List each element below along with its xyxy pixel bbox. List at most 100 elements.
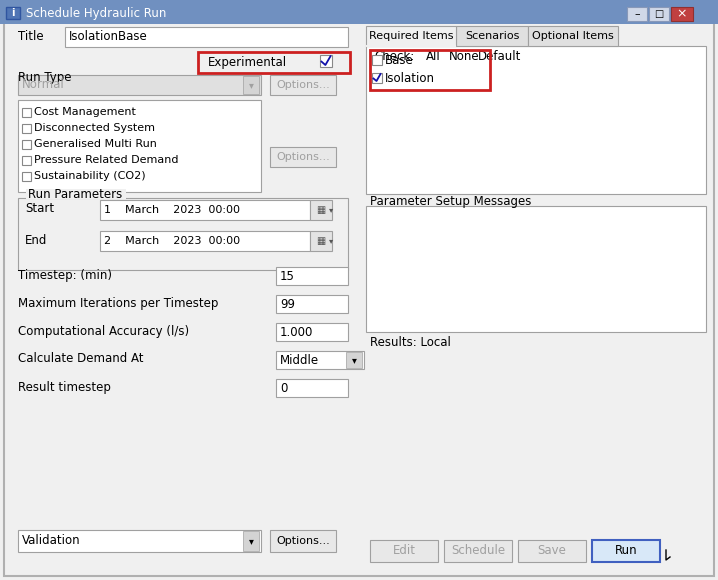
Text: Disconnected System: Disconnected System <box>34 123 155 133</box>
Text: IsolationBase: IsolationBase <box>69 31 148 44</box>
Text: Normal: Normal <box>22 78 65 92</box>
Bar <box>100 231 310 251</box>
Bar <box>22 124 31 132</box>
Bar <box>372 73 382 83</box>
Bar <box>366 46 706 194</box>
Text: Required Items: Required Items <box>369 31 453 41</box>
Bar <box>366 206 706 332</box>
Text: Experimental: Experimental <box>208 56 287 69</box>
Text: Schedule: Schedule <box>451 545 505 557</box>
Bar <box>456 26 528 46</box>
Bar <box>0 0 718 24</box>
Bar <box>320 55 332 67</box>
Bar <box>270 147 336 167</box>
Bar <box>243 531 259 551</box>
Bar <box>372 55 382 65</box>
Bar <box>65 27 348 47</box>
Text: 15: 15 <box>280 270 295 282</box>
Text: Isolation: Isolation <box>385 71 435 85</box>
Text: 2    March    2023  00:00: 2 March 2023 00:00 <box>104 236 240 246</box>
Bar <box>18 75 261 95</box>
Text: ▾: ▾ <box>248 536 253 546</box>
Text: Edit: Edit <box>393 545 416 557</box>
Text: Validation: Validation <box>22 535 80 548</box>
Bar <box>444 540 512 562</box>
Text: Timestep: (min): Timestep: (min) <box>18 269 112 281</box>
Text: Run Parameters: Run Parameters <box>28 188 122 201</box>
Text: i: i <box>11 8 15 18</box>
Text: –: – <box>634 9 640 19</box>
Text: Generalised Multi Run: Generalised Multi Run <box>34 139 157 149</box>
Text: Maximum Iterations per Timestep: Maximum Iterations per Timestep <box>18 296 218 310</box>
Bar <box>346 352 362 368</box>
Text: Calculate Demand At: Calculate Demand At <box>18 353 144 365</box>
Text: Scenarios: Scenarios <box>465 31 519 41</box>
Bar <box>276 267 348 285</box>
Text: Sustainability (CO2): Sustainability (CO2) <box>34 171 146 181</box>
Bar <box>276 379 348 397</box>
Text: 1.000: 1.000 <box>280 325 313 339</box>
Text: None: None <box>449 49 480 63</box>
Text: 0: 0 <box>280 382 287 394</box>
Text: ▦: ▦ <box>317 236 326 246</box>
Bar <box>528 26 618 46</box>
Bar <box>22 155 31 165</box>
Text: Run: Run <box>615 545 638 557</box>
Text: ▾: ▾ <box>248 81 253 90</box>
Bar <box>276 323 348 341</box>
Text: Check:: Check: <box>374 49 414 63</box>
Text: Optional Items: Optional Items <box>532 31 614 41</box>
Text: Schedule Hydraulic Run: Schedule Hydraulic Run <box>26 6 167 20</box>
Text: Middle: Middle <box>280 353 319 367</box>
Text: Title: Title <box>18 31 44 44</box>
Bar <box>22 172 31 180</box>
Bar <box>22 140 31 148</box>
Bar <box>370 50 490 90</box>
Text: Results: Local: Results: Local <box>370 335 451 349</box>
Bar <box>6 7 20 19</box>
Text: Options...: Options... <box>276 80 330 90</box>
Text: Parameter Setup Messages: Parameter Setup Messages <box>370 195 531 208</box>
Text: 99: 99 <box>280 298 295 310</box>
Bar <box>649 7 669 21</box>
Bar <box>592 540 660 562</box>
Bar <box>270 75 336 95</box>
Bar <box>100 200 310 220</box>
Bar <box>18 100 261 192</box>
Bar <box>310 231 332 251</box>
Bar <box>366 26 456 46</box>
Text: Result timestep: Result timestep <box>18 380 111 393</box>
Text: All: All <box>426 49 441 63</box>
Bar <box>627 7 647 21</box>
Bar <box>518 540 586 562</box>
Bar <box>276 351 364 369</box>
Bar <box>198 52 350 73</box>
Bar <box>18 198 348 270</box>
Text: 1    March    2023  00:00: 1 March 2023 00:00 <box>104 205 240 215</box>
Text: ×: × <box>677 8 687 20</box>
Bar <box>370 540 438 562</box>
Text: □: □ <box>654 9 663 19</box>
Text: ▦: ▦ <box>317 205 326 215</box>
Bar <box>18 530 261 552</box>
Text: ▾: ▾ <box>329 205 333 215</box>
Bar <box>22 107 31 117</box>
Text: Start: Start <box>25 202 54 216</box>
Text: Options...: Options... <box>276 536 330 546</box>
Text: Save: Save <box>538 545 567 557</box>
Text: Cost Management: Cost Management <box>34 107 136 117</box>
Text: Base: Base <box>385 53 414 67</box>
Text: ▾: ▾ <box>352 356 356 365</box>
Text: Computational Accuracy (l/s): Computational Accuracy (l/s) <box>18 324 189 338</box>
Bar <box>310 200 332 220</box>
Text: Options...: Options... <box>276 152 330 162</box>
Bar <box>26 189 126 199</box>
Bar <box>276 295 348 313</box>
Text: Run Type: Run Type <box>18 71 72 85</box>
Text: Pressure Related Demand: Pressure Related Demand <box>34 155 179 165</box>
Bar <box>243 76 259 94</box>
Bar <box>671 7 693 21</box>
Text: End: End <box>25 234 47 246</box>
Text: Default: Default <box>478 49 521 63</box>
Text: ▾: ▾ <box>329 237 333 245</box>
